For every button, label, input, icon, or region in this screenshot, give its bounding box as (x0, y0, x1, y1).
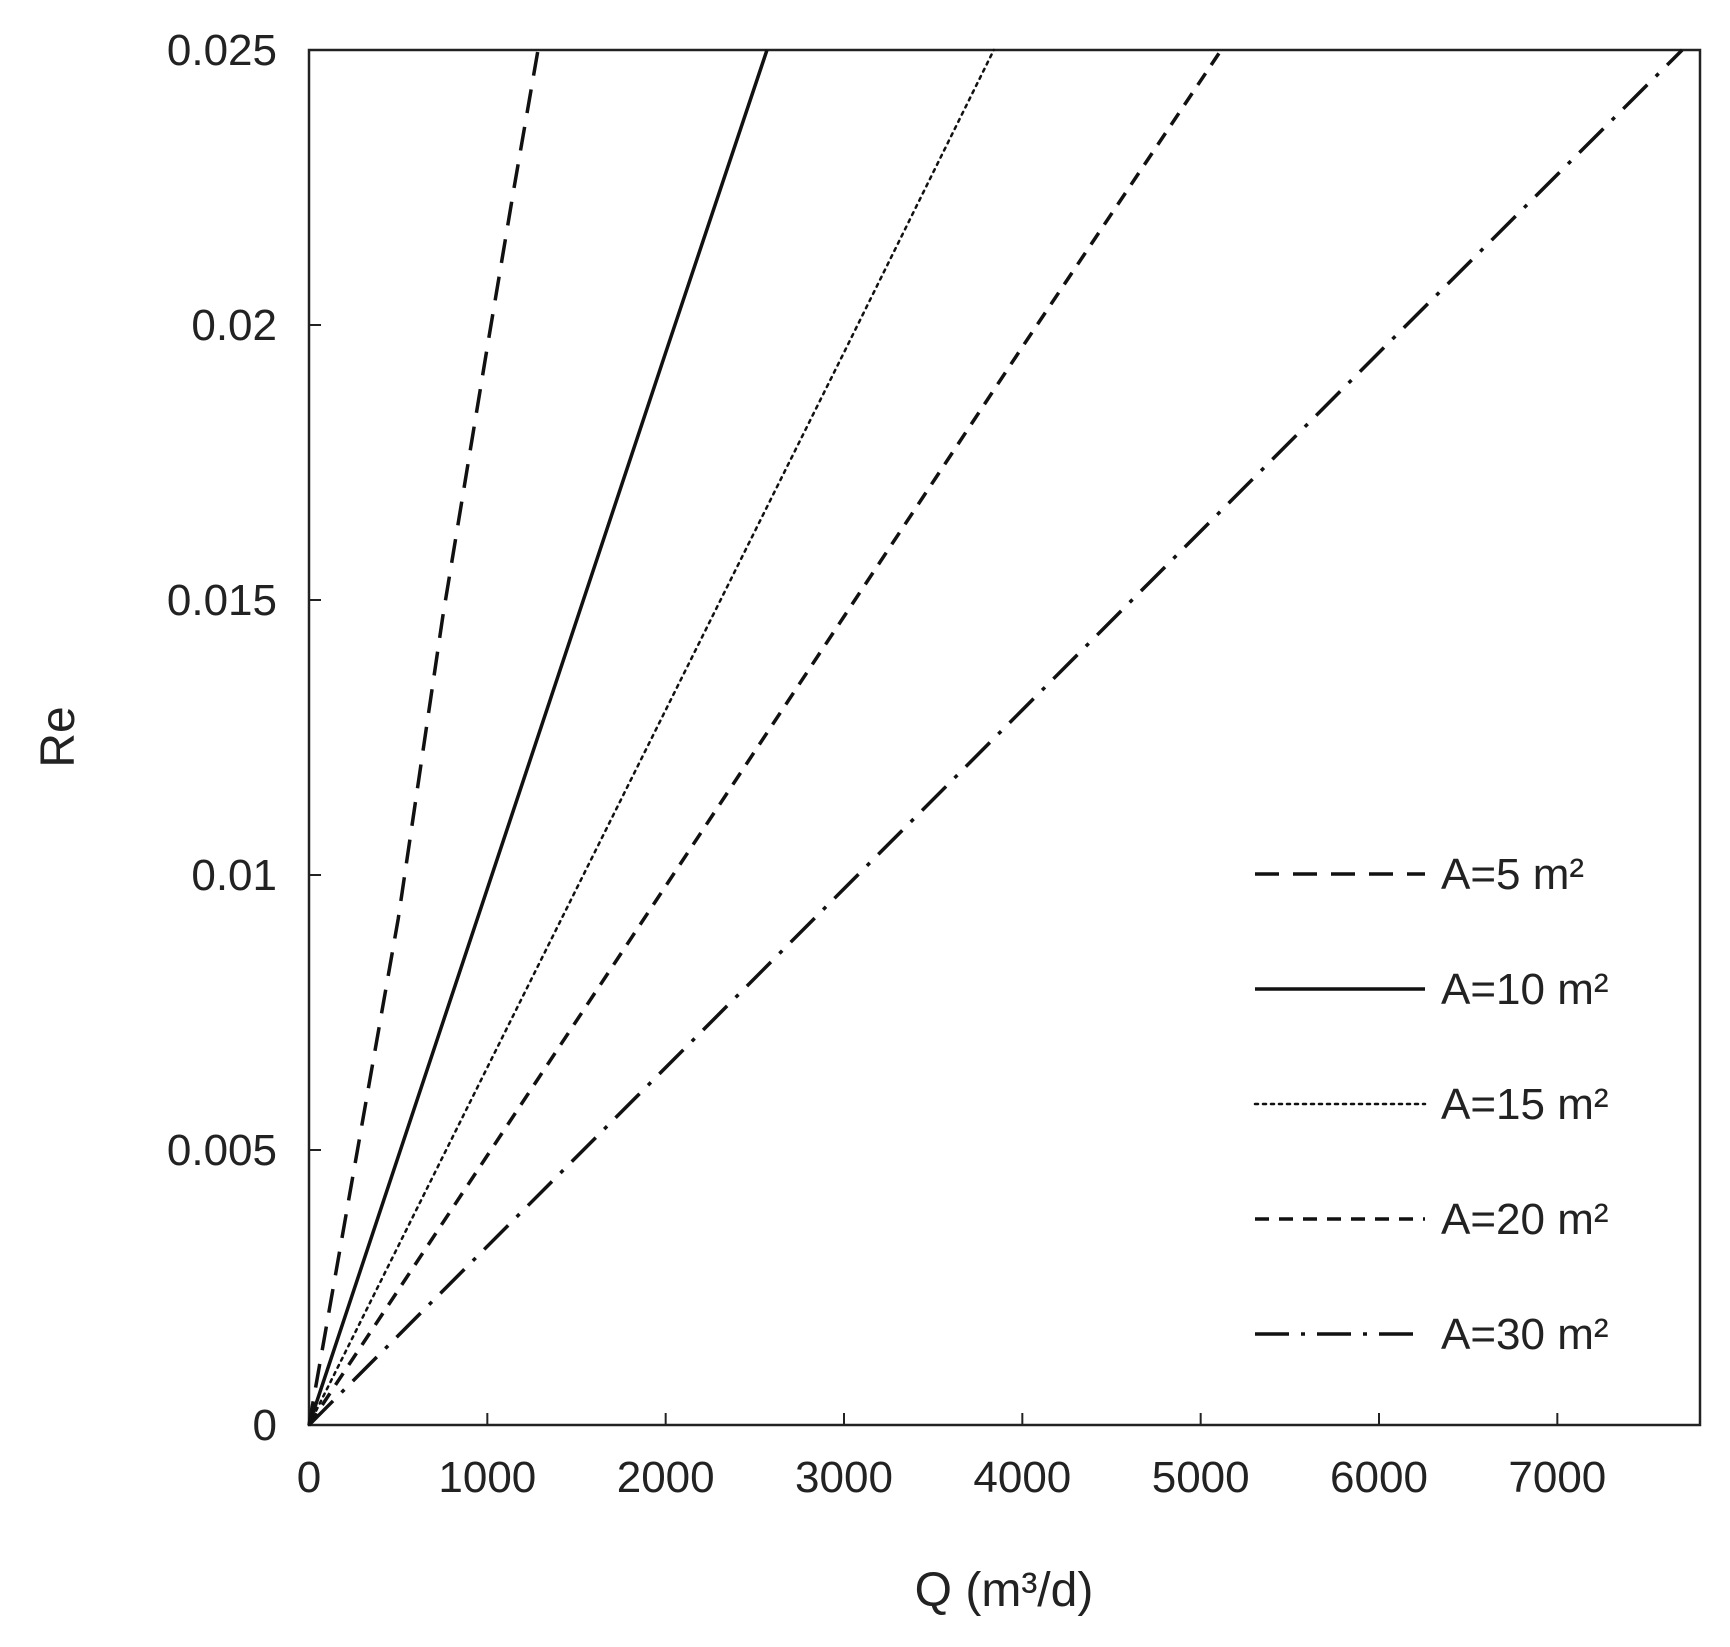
x-tick-label: 5000 (1152, 1453, 1250, 1502)
x-tick-label: 3000 (795, 1453, 893, 1502)
x-tick-label: 7000 (1508, 1453, 1606, 1502)
series-line-1 (307, 49, 540, 1426)
y-tick-label: 0.015 (167, 576, 277, 625)
series-line-4 (307, 49, 1223, 1426)
legend-label: A=15 m² (1441, 1080, 1609, 1129)
x-tick-label: 4000 (973, 1453, 1071, 1502)
axis-ticks: 0 1000 2000 3000 4000 5000 6000 7000 0 0.005 0.01 0… (167, 26, 1606, 1502)
x-tick-label: 6000 (1330, 1453, 1428, 1502)
series-line-3 (307, 48, 996, 1427)
series-line-2 (307, 49, 769, 1426)
y-tick-label: 0 (253, 1401, 277, 1450)
y-tick-label: 0.005 (167, 1126, 277, 1175)
legend-label: A=30 m² (1441, 1310, 1609, 1359)
series-line-5 (307, 48, 1684, 1427)
x-tick-label: 1000 (438, 1453, 536, 1502)
series-lines (307, 48, 1684, 1427)
plot-area (307, 48, 1702, 1427)
y-tick-label: 0.01 (191, 851, 277, 900)
x-axis-title: Q (m³/d) (915, 1564, 1094, 1617)
legend-label: A=10 m² (1441, 965, 1609, 1014)
y-tick-label: 0.025 (167, 26, 277, 75)
y-tick-label: 0.02 (191, 301, 277, 350)
legend-label: A=20 m² (1441, 1195, 1609, 1244)
legend-label: A=5 m² (1441, 850, 1584, 899)
x-tick-label: 0 (297, 1453, 321, 1502)
x-tick-label: 2000 (617, 1453, 715, 1502)
legend: A=5 m² A=10 m² A=15 m² A=20 m² A=30 m² (1253, 850, 1609, 1359)
y-axis-title: Re (32, 706, 85, 767)
